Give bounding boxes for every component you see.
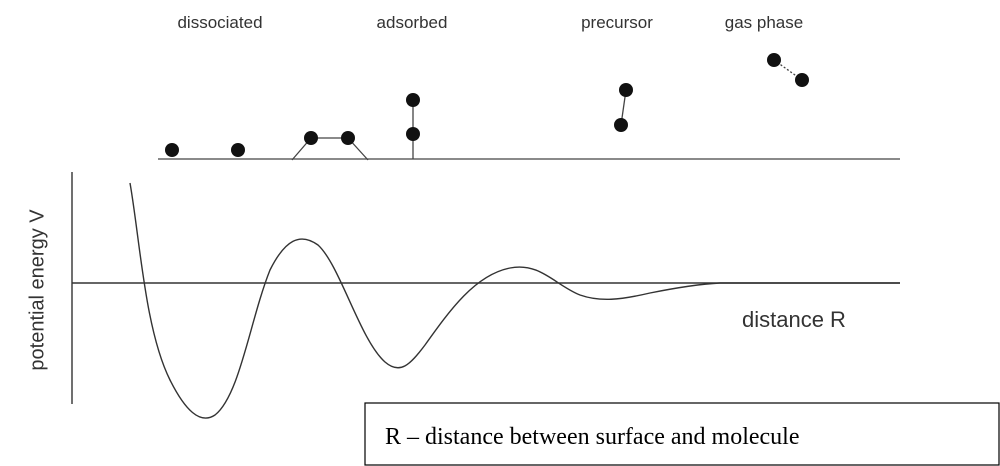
label-adsorbed: adsorbed [377, 13, 448, 32]
x-axis-label: distance R [742, 307, 846, 332]
axes [71, 172, 900, 404]
label-precursor: precursor [581, 13, 653, 32]
surface [158, 59, 900, 161]
label-gas-phase: gas phase [725, 13, 803, 32]
potential-curve [129, 182, 900, 419]
molecules [165, 53, 809, 157]
note-text: R – distance between surface and molecul… [385, 424, 800, 450]
y-axis-label: potential energy V [26, 209, 48, 371]
note-box [364, 402, 1000, 466]
label-dissociated: dissociated [177, 13, 262, 32]
